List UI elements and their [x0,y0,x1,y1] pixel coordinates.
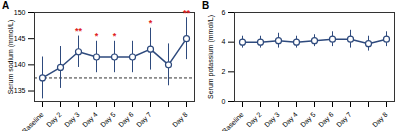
svg-text:Day 4: Day 4 [281,111,300,130]
svg-text:135: 135 [14,87,26,94]
svg-text:Day 6: Day 6 [317,111,336,130]
svg-text:**: ** [183,8,191,18]
svg-text:Day 2: Day 2 [45,111,64,130]
svg-text:Day 2: Day 2 [245,111,264,130]
svg-text:Day 7: Day 7 [135,111,154,130]
svg-text:Day 5: Day 5 [99,111,118,130]
svg-text:Baseline: Baseline [21,111,45,131]
svg-text:*: * [149,18,153,28]
svg-text:*: * [95,31,99,41]
svg-text:Serum sodium (mmol/L): Serum sodium (mmol/L) [7,20,15,95]
svg-text:Day 3: Day 3 [263,111,282,130]
svg-text:Day 6: Day 6 [117,111,136,130]
svg-text:Day 3: Day 3 [63,111,82,130]
svg-text:Day 8: Day 8 [371,111,390,130]
svg-text:*: * [113,31,117,41]
svg-text:Day 4: Day 4 [81,111,100,130]
svg-text:2: 2 [222,68,226,75]
svg-text:0: 0 [222,98,226,105]
svg-text:Day 7: Day 7 [335,111,354,130]
svg-text:140: 140 [14,61,26,68]
svg-text:145: 145 [14,35,26,42]
html-text:B: B [202,0,210,11]
svg-text:Day 5: Day 5 [299,111,318,130]
html-text:A: A [2,0,10,11]
svg-text:150: 150 [14,9,26,16]
svg-text:6: 6 [222,9,226,16]
svg-text:Serum potassium (mmol/L): Serum potassium (mmol/L) [207,15,215,99]
svg-text:4: 4 [222,38,226,45]
svg-text:**: ** [75,26,83,36]
svg-text:Baseline: Baseline [221,111,245,131]
svg-text:Day 8: Day 8 [171,111,190,130]
